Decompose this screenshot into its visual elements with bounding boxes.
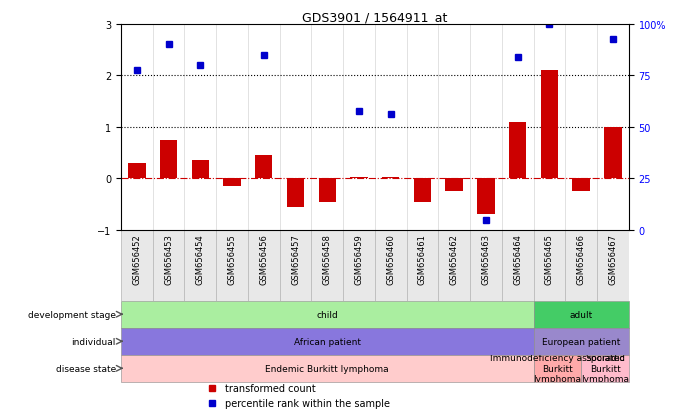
Text: GSM656463: GSM656463 — [482, 234, 491, 285]
Title: GDS3901 / 1564911_at: GDS3901 / 1564911_at — [302, 11, 448, 24]
Text: individual: individual — [71, 337, 116, 346]
Bar — [121, 355, 533, 382]
Bar — [121, 301, 533, 328]
Bar — [414, 179, 431, 202]
Text: adult: adult — [569, 310, 593, 319]
Bar — [382, 178, 399, 179]
Bar — [502, 230, 533, 301]
Bar — [255, 156, 272, 179]
Text: GSM656465: GSM656465 — [545, 234, 554, 285]
Bar — [446, 179, 463, 192]
Bar — [597, 230, 629, 301]
Text: Sporadic
Burkitt
lymphoma: Sporadic Burkitt lymphoma — [581, 354, 629, 383]
Text: GSM656455: GSM656455 — [227, 234, 236, 285]
Text: child: child — [316, 310, 338, 319]
Text: African patient: African patient — [294, 337, 361, 346]
Text: GSM656461: GSM656461 — [418, 234, 427, 285]
Text: GSM656467: GSM656467 — [609, 234, 618, 285]
Bar — [350, 178, 368, 179]
Bar — [572, 179, 590, 192]
Text: GSM656466: GSM656466 — [577, 234, 586, 285]
Text: Endemic Burkitt lymphoma: Endemic Burkitt lymphoma — [265, 364, 389, 373]
Bar — [470, 230, 502, 301]
Text: transformed count: transformed count — [225, 383, 316, 393]
Bar — [319, 179, 336, 202]
Bar — [287, 179, 304, 207]
Bar — [121, 328, 533, 355]
Bar — [248, 230, 280, 301]
Bar — [375, 230, 406, 301]
Text: disease state: disease state — [55, 364, 116, 373]
Bar — [604, 128, 622, 179]
Bar — [160, 140, 178, 179]
Bar — [216, 230, 248, 301]
Text: European patient: European patient — [542, 337, 621, 346]
Bar — [541, 71, 558, 179]
Text: GSM656462: GSM656462 — [450, 234, 459, 285]
Text: Immunodeficiency associated
Burkitt
lymphoma: Immunodeficiency associated Burkitt lymp… — [490, 354, 625, 383]
Bar — [533, 230, 565, 301]
Text: percentile rank within the sample: percentile rank within the sample — [225, 398, 390, 408]
Bar — [406, 230, 438, 301]
Bar — [312, 230, 343, 301]
Text: GSM656459: GSM656459 — [354, 234, 363, 285]
Text: GSM656456: GSM656456 — [259, 234, 268, 285]
Text: GSM656454: GSM656454 — [196, 234, 205, 285]
Bar — [533, 355, 581, 382]
Bar — [438, 230, 470, 301]
Bar — [128, 164, 146, 179]
Bar — [581, 355, 629, 382]
Bar — [153, 230, 184, 301]
Bar — [477, 179, 495, 215]
Text: GSM656458: GSM656458 — [323, 234, 332, 285]
Bar — [533, 328, 629, 355]
Text: development stage: development stage — [28, 310, 116, 319]
Bar — [343, 230, 375, 301]
Bar — [121, 230, 153, 301]
Bar — [509, 122, 527, 179]
Bar — [191, 161, 209, 179]
Text: GSM656460: GSM656460 — [386, 234, 395, 285]
Bar — [184, 230, 216, 301]
Text: GSM656464: GSM656464 — [513, 234, 522, 285]
Bar — [565, 230, 597, 301]
Bar — [280, 230, 312, 301]
Text: GSM656457: GSM656457 — [291, 234, 300, 285]
Text: GSM656453: GSM656453 — [164, 234, 173, 285]
Text: GSM656452: GSM656452 — [132, 234, 141, 285]
Bar — [223, 179, 240, 187]
Bar — [533, 301, 629, 328]
